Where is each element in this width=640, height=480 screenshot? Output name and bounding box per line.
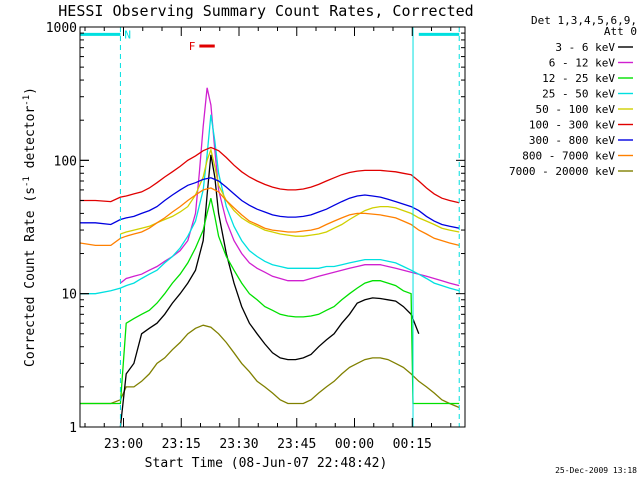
y-tick-label: 1 <box>69 421 77 436</box>
x-tick-label: 00:00 <box>335 437 374 452</box>
series-line-6 <box>80 146 460 204</box>
series-line-4 <box>80 114 460 295</box>
plot-frame <box>79 26 466 428</box>
x-axis: 23:00 23:15 23:30 23:45 00:00 00:15 <box>84 27 452 452</box>
y-tick-label: 10 <box>61 288 77 303</box>
series-line-5 <box>120 147 460 237</box>
overlay-layer: NF <box>80 27 460 427</box>
x-tick-label: 23:15 <box>162 437 201 452</box>
x-axis-label: Start Time (08-Jun-07 22:48:42) <box>145 456 388 471</box>
y-axis-label: Corrected Count Rate (s-1 detector-1) <box>22 87 38 367</box>
legend-entry-label: 100 - 300 keV <box>529 119 615 132</box>
marker-label-2: F <box>189 40 196 53</box>
series-line-3 <box>80 198 460 405</box>
x-tick-label: 00:15 <box>393 437 432 452</box>
x-tick-label: 23:00 <box>104 437 143 452</box>
legend-entry-label: 300 - 800 keV <box>529 134 615 147</box>
legend-entry-label: 25 - 50 keV <box>542 88 615 101</box>
legend-header: Att 0 <box>604 25 637 38</box>
legend-entry-label: 3 - 6 keV <box>555 41 615 54</box>
x-tick-label: 23:30 <box>219 437 258 452</box>
y-tick-label: 100 <box>54 154 77 169</box>
legend-entry-label: 800 - 7000 keV <box>522 150 615 163</box>
series-line-7 <box>80 177 460 229</box>
legend-entry-label: 6 - 12 keV <box>549 57 616 70</box>
series-line-9 <box>80 324 460 409</box>
series-line-1 <box>119 154 420 427</box>
legend-entry-label: 12 - 25 keV <box>542 72 615 85</box>
timestamp: 25-Dec-2009 13:18 <box>555 466 637 475</box>
series-line-2 <box>119 87 460 287</box>
chart-title: HESSI Observing Summary Count Rates, Cor… <box>58 2 473 20</box>
legend-entry-label: 7000 - 20000 keV <box>509 165 615 178</box>
series-line-8 <box>80 187 460 247</box>
x-tick-label: 23:45 <box>277 437 316 452</box>
y-axis: 1 10 100 1000 <box>46 21 465 436</box>
marker-label-1: N <box>124 28 131 41</box>
y-tick-label: 1000 <box>46 21 77 36</box>
legend: Det 1,3,4,5,6,9,Att 0 3 - 6 keV 6 - 12 keV… <box>509 14 637 178</box>
legend-header: Det 1,3,4,5,6,9, <box>531 14 637 27</box>
series-layer <box>80 87 460 427</box>
legend-entry-label: 50 - 100 keV <box>536 103 616 116</box>
